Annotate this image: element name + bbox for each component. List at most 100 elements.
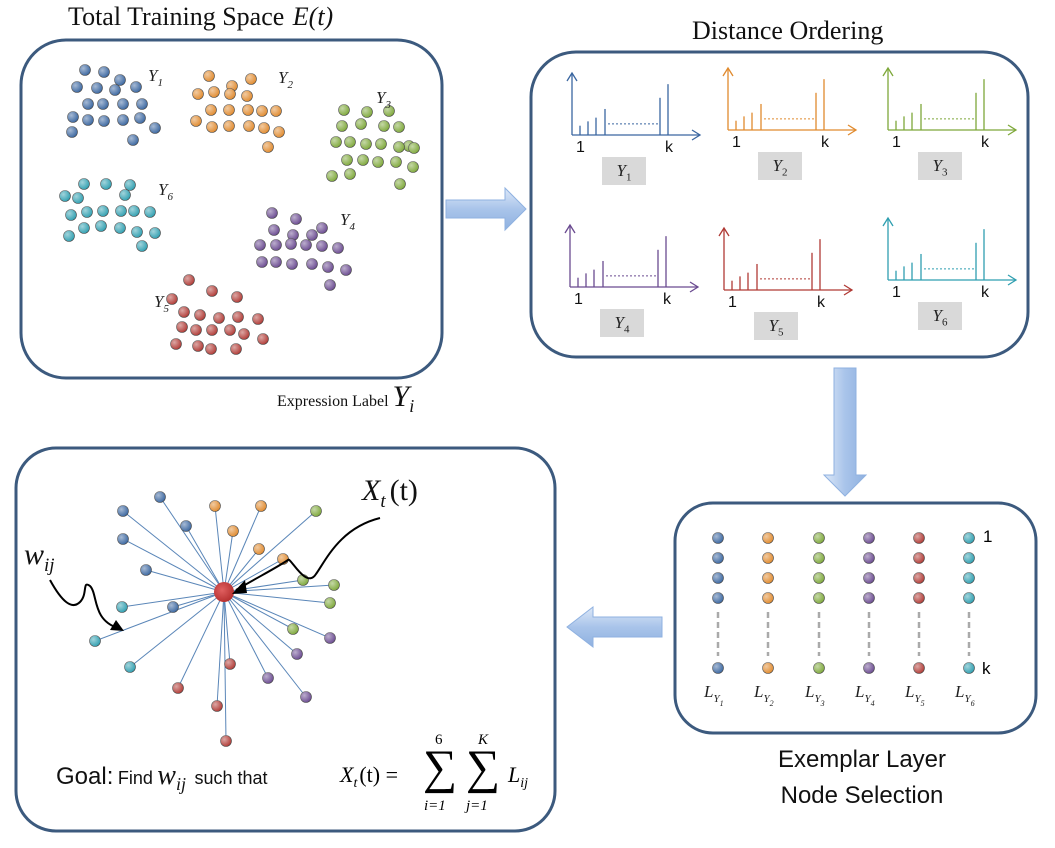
arrow-left [566,605,663,649]
cluster-point [254,239,266,251]
exemplar-label-y2-sub: Y [763,693,770,705]
exemplar-node [762,532,774,544]
center-pointer-head [232,580,247,594]
y-axis-arrow [882,216,894,227]
cluster-point [194,309,206,321]
cluster-point [128,205,140,217]
graph-edge [223,591,269,679]
cluster-label-y6: Y6 [158,180,173,203]
x-axis-arrow [843,284,854,296]
cluster-point [394,178,406,190]
cluster-point [91,82,103,94]
cluster-point [266,207,278,219]
graph-edge-label: wij [24,538,55,576]
exemplar-label-y2: LY2 [754,682,774,708]
chart-label-sub: 2 [781,166,788,179]
cluster-point [206,121,218,133]
formula-l-main: L [508,762,521,787]
chart-label-sub: 6 [941,316,948,329]
exemplar-label-y6-main: L [955,682,965,701]
cluster-point [82,114,94,126]
exemplar-label-y6-subsub: 6 [970,699,975,708]
exemplar-node [963,552,975,564]
graph-edge [214,505,225,593]
exemplar-node [813,662,825,674]
arrow-down [822,367,868,497]
tick-end-y3: k [981,134,989,151]
cluster-point [223,120,235,132]
cluster-point [330,136,342,148]
cluster-point [408,142,420,154]
graph-nodes [89,491,340,747]
goal-find: Find [117,768,153,788]
distance-chart-y6 [882,216,1018,286]
exemplar-label-y3-subsub: 3 [820,699,825,708]
cluster-point [393,141,405,153]
cluster-point [306,229,318,241]
graph-edge [122,538,225,593]
distance-chart-y4 [564,223,700,293]
cluster-point [341,154,353,166]
y-axis-arrow [882,66,894,77]
edge-pointer-head [110,620,124,631]
graph-node-y5 [224,658,236,670]
exemplar-bottom-index: k [982,659,991,678]
exemplar-label-y1-subsub: 1 [719,699,724,708]
cluster-point [375,138,387,150]
exemplar-label-y2-main: L [754,682,764,701]
goal-panel [14,446,557,833]
graph-edge-w: w [24,538,45,571]
cluster-point [59,190,71,202]
sum-inner-top: K [478,732,489,748]
cluster-point [144,206,156,218]
cluster-point [124,179,136,191]
graph-center-node [214,582,234,602]
exemplar-column-y6 [963,532,975,674]
y-axis-arrow [564,223,576,234]
graph-node-y1 [117,533,129,545]
cluster-point [256,256,268,268]
x-axis-arrow [691,129,702,141]
cluster-point [290,213,302,225]
training-space-math: E(t) [292,2,334,31]
chart-label-y6: Y6 [918,302,962,330]
graph-center-label: Xt (t) [362,474,418,512]
cluster-point [117,98,129,110]
cluster-point [149,122,161,134]
cluster-label-y5-main: Y [154,292,164,311]
cluster-label-y3-main: Y [376,88,386,107]
cluster-point [223,104,235,116]
cluster-point [119,189,131,201]
cluster-label-y1-main: Y [148,66,158,85]
expression-label: Expression Label Yi [277,380,414,416]
chart-label-main: Y [772,156,782,175]
cluster-point [300,239,312,251]
cluster-label-y3-sub: 3 [385,99,391,111]
cluster-point [71,81,83,93]
exemplar-label-y6-sub: Y [964,693,971,705]
tick-start-y2: 1 [732,134,741,151]
cluster-point [361,106,373,118]
exemplar-label-y5: LY5 [905,682,925,708]
exemplar-node [712,592,724,604]
cluster-point [355,118,367,130]
graph-node-y6 [116,601,128,613]
exemplar-node [913,532,925,544]
cluster-point [407,161,419,173]
cluster-point [78,222,90,234]
chart-label-main: Y [768,316,778,335]
training-space-title-text: Total Training Space [68,2,285,31]
cluster-point [190,324,202,336]
chart-label-sub: 3 [941,166,948,179]
cluster-point [270,105,282,117]
cluster-point [208,86,220,98]
x-axis-arrow [1007,274,1018,286]
graph-node-y4 [300,691,312,703]
cluster-point [286,258,298,270]
graph-node-y5 [211,700,223,712]
cluster-label-y4-main: Y [340,210,350,229]
cluster-point [372,156,384,168]
cluster-label-y4-sub: 4 [349,221,355,233]
cluster-point [206,324,218,336]
